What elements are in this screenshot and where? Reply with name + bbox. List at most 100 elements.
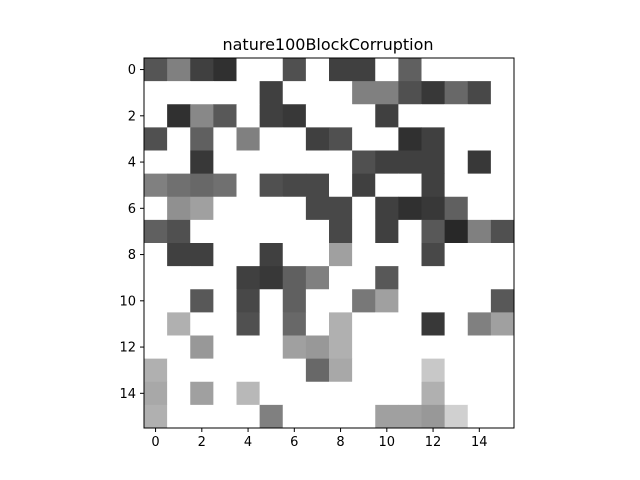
heatmap-cell-r7-c15 bbox=[490, 219, 515, 244]
heatmap-cell-r2-c1 bbox=[167, 104, 191, 128]
heatmap-cell-r12-c7 bbox=[305, 335, 330, 360]
heatmap-cell-r3-c10 bbox=[375, 127, 399, 151]
heatmap-cell-r9-c15 bbox=[490, 266, 515, 290]
heatmap-cell-r6-c11 bbox=[398, 196, 422, 221]
heatmap-cell-r12-c8 bbox=[329, 335, 353, 360]
heatmap-cell-r10-c6 bbox=[282, 289, 307, 313]
heatmap-cell-r4-c3 bbox=[213, 150, 237, 175]
heatmap-cell-r1-c12 bbox=[421, 81, 446, 105]
y-tick-label: 4 bbox=[128, 156, 136, 171]
heatmap-cell-r14-c3 bbox=[213, 381, 237, 406]
heatmap-cell-r15-c15 bbox=[490, 404, 515, 429]
heatmap-cell-r10-c7 bbox=[305, 289, 330, 313]
heatmap-cell-r12-c6 bbox=[282, 335, 307, 360]
heatmap-cell-r13-c8 bbox=[329, 358, 353, 383]
heatmap-cell-r4-c9 bbox=[352, 150, 376, 175]
heatmap-cell-r8-c1 bbox=[167, 243, 191, 267]
heatmap-cell-r5-c5 bbox=[259, 173, 284, 198]
heatmap-cell-r1-c9 bbox=[352, 81, 376, 105]
heatmap-cell-r9-c11 bbox=[398, 266, 422, 290]
heatmap-cell-r12-c15 bbox=[490, 335, 515, 360]
heatmap-cell-r9-c7 bbox=[305, 266, 330, 290]
heatmap-cell-r14-c11 bbox=[398, 381, 422, 406]
heatmap-cell-r7-c9 bbox=[352, 219, 376, 244]
heatmap-cell-r7-c4 bbox=[236, 219, 261, 244]
heatmap-cell-r7-c8 bbox=[329, 219, 353, 244]
heatmap-cell-r8-c0 bbox=[144, 243, 168, 267]
heatmap-cell-r8-c10 bbox=[375, 243, 399, 267]
heatmap-cell-r10-c15 bbox=[490, 289, 515, 313]
heatmap-cell-r15-c6 bbox=[282, 404, 307, 429]
heatmap-cell-r1-c15 bbox=[490, 81, 515, 105]
heatmap-cell-r3-c13 bbox=[444, 127, 469, 151]
heatmap-cell-r8-c7 bbox=[305, 243, 330, 267]
heatmap-cell-r11-c8 bbox=[329, 312, 353, 336]
heatmap-cell-r14-c1 bbox=[167, 381, 191, 406]
heatmap-cell-r7-c10 bbox=[375, 219, 399, 244]
heatmap-cell-r14-c12 bbox=[421, 381, 446, 406]
heatmap-cell-r11-c9 bbox=[352, 312, 376, 336]
heatmap-cell-r5-c12 bbox=[421, 173, 446, 198]
heatmap-cell-r2-c14 bbox=[467, 104, 492, 128]
heatmap-cell-r11-c15 bbox=[490, 312, 515, 336]
heatmap-cell-r2-c3 bbox=[213, 104, 237, 128]
heatmap-cell-r2-c8 bbox=[329, 104, 353, 128]
heatmap-cell-r9-c1 bbox=[167, 266, 191, 290]
heatmap-cell-r9-c9 bbox=[352, 266, 376, 290]
heatmap-cell-r4-c8 bbox=[329, 150, 353, 175]
heatmap-cell-r15-c3 bbox=[213, 404, 237, 429]
heatmap-cell-r15-c11 bbox=[398, 404, 422, 429]
x-axis-ticks: 0 2 4 6 8 10 12 14 bbox=[151, 428, 488, 450]
heatmap-cell-r14-c5 bbox=[259, 381, 284, 406]
heatmap-cell-r7-c2 bbox=[190, 219, 214, 244]
heatmap-cell-r1-c5 bbox=[259, 81, 284, 105]
heatmap-cell-r5-c10 bbox=[375, 173, 399, 198]
heatmap-cell-r3-c4 bbox=[236, 127, 261, 151]
heatmap-cell-r8-c14 bbox=[467, 243, 492, 267]
heatmap-cell-r11-c7 bbox=[305, 312, 330, 336]
heatmap-cell-r12-c11 bbox=[398, 335, 422, 360]
heatmap-cell-r7-c0 bbox=[144, 219, 168, 244]
heatmap-cell-r8-c13 bbox=[444, 243, 469, 267]
heatmap-cell-r14-c8 bbox=[329, 381, 353, 406]
x-tick-label: 4 bbox=[244, 435, 252, 450]
heatmap-cell-r3-c5 bbox=[259, 127, 284, 151]
heatmap-cell-r11-c6 bbox=[282, 312, 307, 336]
heatmap-cell-r11-c0 bbox=[144, 312, 168, 336]
heatmap-cell-r15-c0 bbox=[144, 404, 168, 429]
heatmap-cell-r10-c14 bbox=[467, 289, 492, 313]
heatmap-cell-r3-c14 bbox=[467, 127, 492, 151]
heatmap-cell-r7-c12 bbox=[421, 219, 446, 244]
heatmap-cell-r12-c0 bbox=[144, 335, 168, 360]
heatmap-cell-r4-c7 bbox=[305, 150, 330, 175]
heatmap-cell-r2-c9 bbox=[352, 104, 376, 128]
x-tick-label: 14 bbox=[471, 435, 488, 450]
x-tick-label: 8 bbox=[336, 435, 344, 450]
heatmap-cell-r9-c6 bbox=[282, 266, 307, 290]
heatmap-cell-r12-c3 bbox=[213, 335, 237, 360]
heatmap-cell-r5-c8 bbox=[329, 173, 353, 198]
heatmap-cell-r3-c7 bbox=[305, 127, 330, 151]
heatmap-cell-r0-c12 bbox=[421, 58, 446, 82]
heatmap-cell-r0-c4 bbox=[236, 58, 261, 82]
heatmap-cell-r3-c8 bbox=[329, 127, 353, 151]
heatmap-cell-r15-c10 bbox=[375, 404, 399, 429]
heatmap-cell-r12-c13 bbox=[444, 335, 469, 360]
heatmap-cell-r14-c14 bbox=[467, 381, 492, 406]
heatmap-cell-r15-c12 bbox=[421, 404, 446, 429]
heatmap-cell-r6-c8 bbox=[329, 196, 353, 221]
heatmap-cell-r1-c14 bbox=[467, 81, 492, 105]
heatmap-cell-r8-c12 bbox=[421, 243, 446, 267]
heatmap-cell-r1-c3 bbox=[213, 81, 237, 105]
heatmap-cell-r5-c2 bbox=[190, 173, 214, 198]
heatmap-cell-r1-c2 bbox=[190, 81, 214, 105]
heatmap-cell-r6-c4 bbox=[236, 196, 261, 221]
heatmap-cell-r11-c1 bbox=[167, 312, 191, 336]
heatmap-cell-r5-c0 bbox=[144, 173, 168, 198]
heatmap-cell-r0-c1 bbox=[167, 58, 191, 82]
heatmap-cell-r10-c10 bbox=[375, 289, 399, 313]
heatmap-cell-r13-c0 bbox=[144, 358, 168, 383]
heatmap-cell-r1-c7 bbox=[305, 81, 330, 105]
heatmap-cell-r14-c4 bbox=[236, 381, 261, 406]
